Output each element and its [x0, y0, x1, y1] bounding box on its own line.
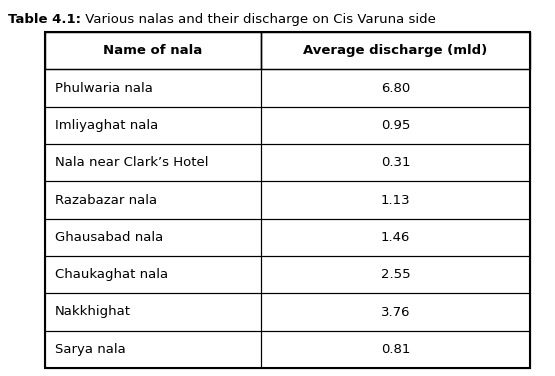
Text: Nakkhighat: Nakkhighat	[55, 305, 131, 318]
Bar	[261, 32, 530, 69]
Bar	[45, 181, 261, 219]
Text: Nala near Clark’s Hotel: Nala near Clark’s Hotel	[55, 156, 209, 169]
Bar	[261, 331, 530, 368]
Text: Name of nala: Name of nala	[103, 44, 203, 57]
Bar	[45, 69, 261, 107]
Bar	[45, 293, 261, 331]
Bar	[45, 144, 261, 181]
Text: Sarya nala: Sarya nala	[55, 343, 126, 356]
Text: 3.76: 3.76	[381, 305, 410, 318]
Text: Chaukaghat nala: Chaukaghat nala	[55, 268, 168, 281]
Text: Average discharge (mld): Average discharge (mld)	[303, 44, 487, 57]
Text: Razabazar nala: Razabazar nala	[55, 194, 157, 206]
Text: 2.55: 2.55	[381, 268, 410, 281]
Text: 0.81: 0.81	[381, 343, 410, 356]
Bar	[261, 69, 530, 107]
Text: 1.13: 1.13	[381, 194, 410, 206]
Text: Phulwaria nala: Phulwaria nala	[55, 82, 153, 94]
Text: 0.95: 0.95	[381, 119, 410, 132]
Text: Ghausabad nala: Ghausabad nala	[55, 231, 163, 244]
Bar	[45, 256, 261, 293]
Bar	[261, 181, 530, 219]
Bar	[261, 256, 530, 293]
Bar	[261, 219, 530, 256]
Text: 6.80: 6.80	[381, 82, 410, 94]
Text: Imliyaghat nala: Imliyaghat nala	[55, 119, 158, 132]
Bar	[45, 32, 530, 368]
Bar	[45, 219, 261, 256]
Bar	[45, 32, 261, 69]
Bar	[261, 144, 530, 181]
Text: Various nalas and their discharge on Cis Varuna side: Various nalas and their discharge on Cis…	[81, 13, 436, 26]
Bar	[261, 293, 530, 331]
Text: 1.46: 1.46	[381, 231, 410, 244]
Text: 0.31: 0.31	[381, 156, 410, 169]
Text: Table 4.1:: Table 4.1:	[8, 13, 81, 26]
Bar	[45, 331, 261, 368]
Bar	[45, 107, 261, 144]
Bar	[261, 107, 530, 144]
